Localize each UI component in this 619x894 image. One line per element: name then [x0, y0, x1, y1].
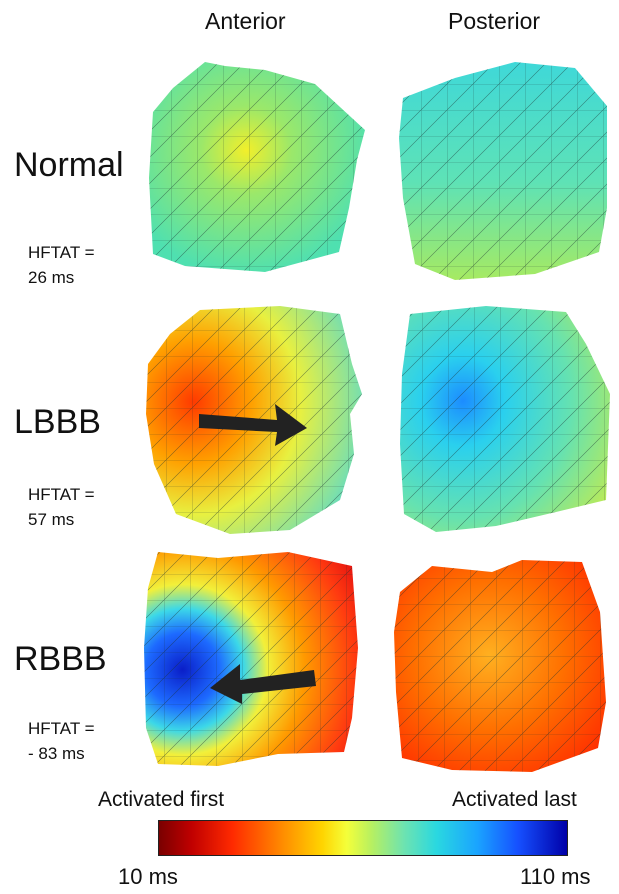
legend-activated-last: Activated last [452, 788, 577, 811]
lbbb-activation-arrow [199, 404, 307, 446]
hftat-normal-title: HFTAT = [28, 243, 95, 262]
rbbb-posterior-map [394, 560, 606, 772]
anterior-column-header: Anterior [205, 8, 286, 34]
colorbar-min-label: 10 ms [118, 864, 178, 889]
hftat-normal-value: 26 ms [28, 268, 75, 287]
rbbb-anterior-map [144, 552, 358, 766]
hftat-rbbb-title: HFTAT = [28, 719, 95, 738]
row-label-normal: Normal [14, 146, 124, 184]
lbbb-posterior-map [400, 306, 610, 532]
rbbb-activation-arrow [210, 664, 316, 704]
row-label-lbbb: LBBB [14, 403, 101, 441]
hftat-rbbb-value: - 83 ms [28, 744, 85, 763]
normal-anterior-map [149, 62, 365, 272]
hftat-lbbb: HFTAT = 57 ms [28, 482, 95, 532]
hftat-lbbb-title: HFTAT = [28, 485, 95, 504]
activation-time-colorbar [158, 820, 568, 856]
normal-posterior-map [399, 62, 607, 280]
hftat-rbbb: HFTAT = - 83 ms [28, 716, 95, 766]
colorbar-max-label: 110 ms [520, 864, 591, 889]
legend-activated-first: Activated first [98, 788, 225, 811]
hftat-normal: HFTAT = 26 ms [28, 240, 95, 290]
row-label-rbbb: RBBB [14, 640, 107, 678]
hftat-lbbb-value: 57 ms [28, 510, 75, 529]
posterior-column-header: Posterior [448, 8, 541, 34]
